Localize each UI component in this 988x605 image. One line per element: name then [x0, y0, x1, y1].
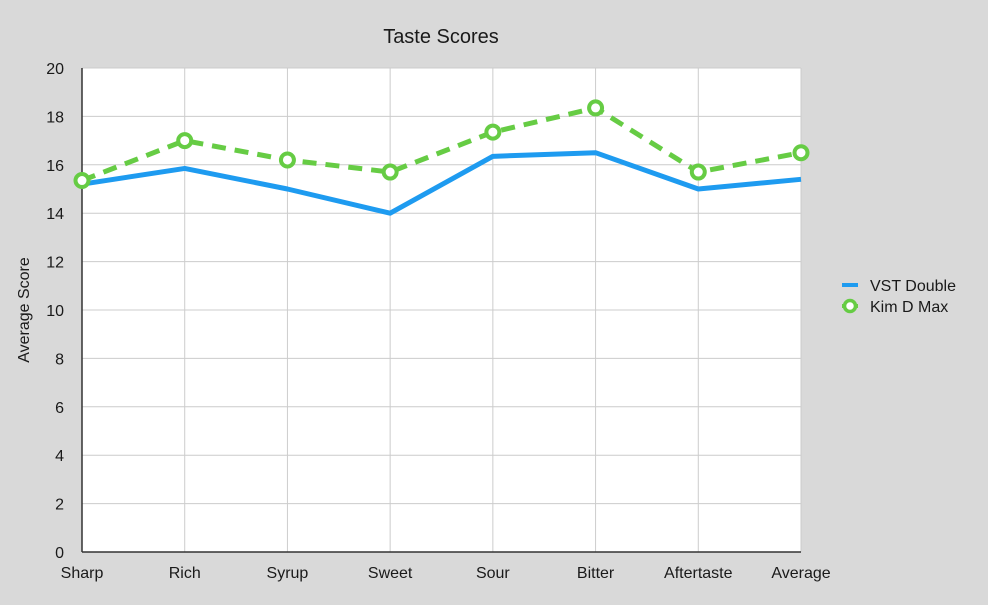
x-tick-label: Aftertaste: [664, 565, 733, 582]
y-tick-label: 20: [46, 61, 64, 78]
x-tick-label: Sweet: [368, 565, 413, 582]
axes: 0 2 4 6 8 10 12 14 16 18 20 Sharp Rich Syrup Sweet Sour…: [46, 61, 831, 582]
y-axis-label: Average Score: [16, 257, 33, 363]
chart-title: Taste Scores: [383, 26, 499, 48]
data-point-marker: [484, 123, 502, 141]
x-tick-label: Average: [771, 565, 830, 582]
legend-item: Kim D Max: [842, 298, 948, 316]
data-point-marker: [278, 151, 296, 169]
x-tick-label: Sharp: [61, 565, 104, 582]
y-tick-label: 0: [55, 545, 64, 562]
x-tick-label: Sour: [476, 565, 510, 582]
y-tick-label: 2: [55, 497, 64, 514]
legend: VST Double Kim D Max: [842, 278, 956, 316]
legend-item: VST Double: [842, 278, 956, 295]
data-point-marker: [587, 99, 605, 117]
data-point-marker: [381, 163, 399, 181]
y-tick-label: 8: [55, 351, 64, 368]
y-tick-label: 12: [46, 255, 64, 272]
legend-swatch-marker: [842, 298, 858, 314]
series-line: [81, 105, 802, 183]
y-tick-label: 14: [46, 206, 64, 223]
y-tick-label: 4: [55, 448, 64, 465]
series-0: [81, 150, 802, 216]
data-point-marker: [73, 172, 91, 190]
y-tick-label: 10: [46, 303, 64, 320]
legend-label: Kim D Max: [870, 299, 948, 316]
x-tick-label: Syrup: [267, 565, 309, 582]
gridlines: [81, 67, 802, 553]
data-point-marker: [792, 144, 810, 162]
y-tick-label: 6: [55, 400, 64, 417]
data-point-marker: [689, 163, 707, 181]
y-tick-label: 16: [46, 158, 64, 175]
x-tick-label: Rich: [169, 565, 201, 582]
series-1: [73, 99, 810, 190]
x-tick-label: Bitter: [577, 565, 615, 582]
legend-label: VST Double: [870, 278, 956, 295]
series-layer: [73, 99, 810, 216]
series-line: [81, 150, 802, 216]
y-tick-label: 18: [46, 109, 64, 126]
data-point-marker: [176, 132, 194, 150]
